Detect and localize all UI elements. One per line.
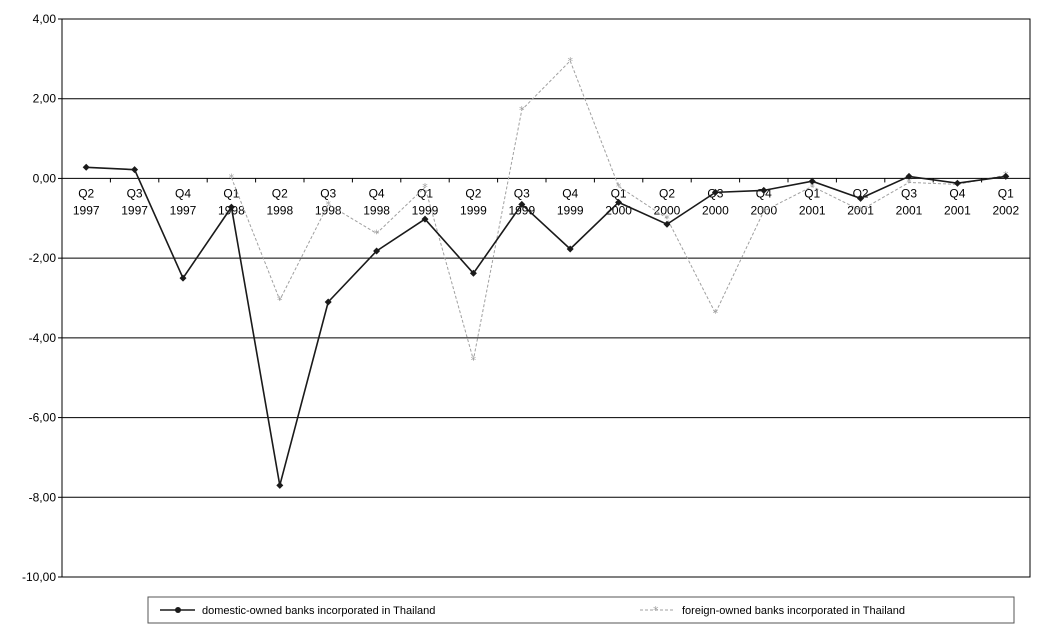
data-point-domestic [905,172,913,180]
data-point-domestic [615,198,623,206]
x-tick-label-quarter: Q2 [78,186,94,200]
data-point-domestic [82,163,90,171]
data-point-foreign: * [616,180,622,193]
data-point-foreign: * [325,198,331,211]
data-point-foreign: * [277,294,283,307]
x-tick-label-quarter: Q1 [611,186,627,200]
data-point-domestic [760,186,768,194]
x-tick-label-quarter: Q4 [562,186,578,200]
x-tick-label-year: 1998 [266,203,293,217]
data-point-domestic [953,179,961,187]
x-tick-label-quarter: Q1 [998,186,1014,200]
x-tick-label-year: 1997 [170,203,197,217]
x-tick-label-quarter: Q2 [465,186,481,200]
x-tick-label-quarter: Q4 [949,186,965,200]
x-tick-label-quarter: Q4 [175,186,191,200]
gridlines [58,18,1031,578]
data-point-domestic [227,203,235,211]
data-point-domestic [421,215,429,223]
data-point-domestic [469,269,477,277]
data-point-foreign: * [809,180,815,193]
y-tick-label: -10,00 [22,570,56,584]
x-tick-label-year: 2000 [702,203,729,217]
series-line-domestic [86,166,1006,486]
x-tick-label-quarter: Q1 [804,186,820,200]
x-tick-label-year: 1997 [73,203,100,217]
x-tick-label-year: 2001 [896,203,923,217]
plot-area [61,18,1031,578]
y-tick-label: -4,00 [29,331,57,345]
data-point-foreign: * [422,181,428,194]
data-point-domestic [711,188,719,196]
y-tick-label: -6,00 [29,411,57,425]
x-tick-label-year: 2000 [654,203,681,217]
data-point-foreign: * [229,172,235,185]
data-point-domestic [373,247,381,255]
x-tick-label-year: 1999 [557,203,584,217]
series-layer: ***************** [82,55,1010,489]
data-point-domestic [276,481,284,489]
y-tick-label: -8,00 [29,490,57,504]
data-point-domestic [324,298,332,306]
x-tick-label-quarter: Q3 [320,186,336,200]
x-tick-label-year: 2000 [750,203,777,217]
x-tick-label-year: 1998 [315,203,342,217]
data-point-domestic [518,200,526,208]
data-point-domestic [179,274,187,282]
y-tick-label: 2,00 [33,92,57,106]
x-tick-label-year: 2002 [992,203,1019,217]
x-tick-label-year: 1999 [460,203,487,217]
y-tick-label: 0,00 [33,171,57,185]
y-tick-label: -2,00 [29,251,57,265]
data-point-domestic [566,245,574,253]
data-point-foreign: * [519,104,525,117]
x-tick-label-quarter: Q3 [127,186,143,200]
x-tick-label-quarter: Q4 [369,186,385,200]
legend: domestic-owned banks incorporated in Tha… [147,596,1015,624]
x-tick-label-quarter: Q2 [272,186,288,200]
data-point-foreign: * [664,212,670,225]
data-point-foreign: * [858,204,864,217]
data-point-domestic [663,220,671,228]
x-tick-label-year: 1999 [412,203,439,217]
x-tick-label-year: 2000 [605,203,632,217]
data-point-domestic [1002,172,1010,180]
x-tick-label-quarter: Q2 [659,186,675,200]
x-tick-label-quarter: Q1 [417,186,433,200]
legend-label-foreign: foreign-owned banks incorporated in Thai… [682,605,905,617]
data-point-domestic [808,177,816,185]
x-tick-label-year: 2001 [799,203,826,217]
series-line-foreign [230,59,1006,360]
x-tick-label-quarter: Q3 [901,186,917,200]
data-point-foreign: * [567,55,573,68]
y-tick-label: 4,00 [33,12,57,26]
y-axis-labels: 4,00 2,00 0,00 -2,00 -4,00 -6,00 -8,00 -10,00 [22,12,56,584]
x-tick-label-year: 1998 [363,203,390,217]
data-point-domestic [131,166,139,174]
data-point-foreign: * [374,227,380,240]
data-point-foreign: * [761,205,767,218]
x-tick-label-quarter: Q3 [514,186,530,200]
data-point-foreign: * [713,307,719,320]
x-tick-label-year: 2001 [944,203,971,217]
x-tick-label-quarter: Q1 [223,186,239,200]
data-point-domestic [857,194,865,202]
data-point-foreign: * [906,176,912,189]
x-tick-label-year: 1997 [121,203,148,217]
legend-box [147,596,1015,624]
data-point-foreign: * [471,354,477,367]
legend-marker-domestic [175,607,181,613]
legend-marker-foreign: * [653,604,659,617]
legend-label-domestic: domestic-owned banks incorporated in Tha… [202,605,435,617]
